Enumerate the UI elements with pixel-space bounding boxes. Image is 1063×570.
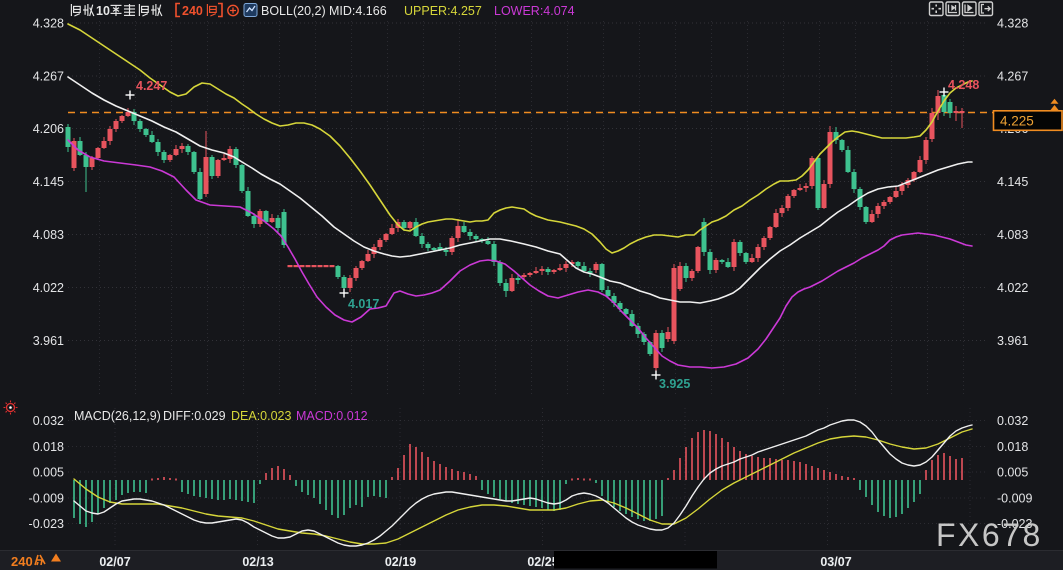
svg-text:4.083: 4.083 [997, 228, 1028, 242]
svg-text:240: 240 [182, 4, 203, 18]
svg-text:4.206: 4.206 [33, 122, 64, 136]
svg-text:-0.023: -0.023 [997, 517, 1032, 531]
svg-text:4.225: 4.225 [1000, 114, 1034, 129]
svg-text:240: 240 [11, 554, 33, 569]
svg-text:4.083: 4.083 [33, 228, 64, 242]
svg-text:4.022: 4.022 [997, 281, 1028, 295]
svg-text:-0.023: -0.023 [29, 517, 64, 531]
svg-text:0.032: 0.032 [997, 414, 1028, 428]
svg-text:UPPER:4.257: UPPER:4.257 [404, 4, 482, 18]
svg-text:02/07: 02/07 [99, 555, 130, 569]
svg-text:4.247: 4.247 [136, 79, 167, 93]
svg-text:4.267: 4.267 [33, 70, 64, 84]
svg-text:10: 10 [96, 4, 110, 18]
svg-text:4.328: 4.328 [33, 17, 64, 31]
svg-text:MACD:0.012: MACD:0.012 [296, 409, 368, 423]
svg-text:4.017: 4.017 [348, 297, 379, 311]
svg-text:FX678: FX678 [936, 517, 1043, 553]
svg-text:03/07: 03/07 [820, 555, 851, 569]
svg-text:0.005: 0.005 [33, 466, 64, 480]
svg-text:-0.009: -0.009 [997, 492, 1032, 506]
svg-text:4.022: 4.022 [33, 281, 64, 295]
svg-text:3.961: 3.961 [33, 334, 64, 348]
svg-text:4.267: 4.267 [997, 70, 1028, 84]
svg-text:02/19: 02/19 [385, 555, 416, 569]
svg-text:3.925: 3.925 [659, 377, 690, 391]
svg-text:0.032: 0.032 [33, 414, 64, 428]
svg-text:4.328: 4.328 [997, 17, 1028, 31]
svg-text:MACD(26,12,9): MACD(26,12,9) [74, 409, 161, 423]
svg-text:02/13: 02/13 [242, 555, 273, 569]
svg-text:LOWER:4.074: LOWER:4.074 [494, 4, 575, 18]
svg-text:4.248: 4.248 [948, 78, 979, 92]
svg-text:0.018: 0.018 [997, 440, 1028, 454]
svg-text:02/25: 02/25 [527, 555, 558, 569]
svg-text:0.018: 0.018 [33, 440, 64, 454]
svg-text:DEA:0.023: DEA:0.023 [231, 409, 292, 423]
svg-text:BOLL(20,2): BOLL(20,2) [261, 4, 326, 18]
svg-text:4.145: 4.145 [33, 175, 64, 189]
svg-text:4.145: 4.145 [997, 175, 1028, 189]
svg-text:0.005: 0.005 [997, 466, 1028, 480]
svg-text:DIFF:0.029: DIFF:0.029 [163, 409, 226, 423]
svg-text:3.961: 3.961 [997, 334, 1028, 348]
svg-text:MID:4.166: MID:4.166 [329, 4, 387, 18]
svg-text:-0.009: -0.009 [29, 492, 64, 506]
